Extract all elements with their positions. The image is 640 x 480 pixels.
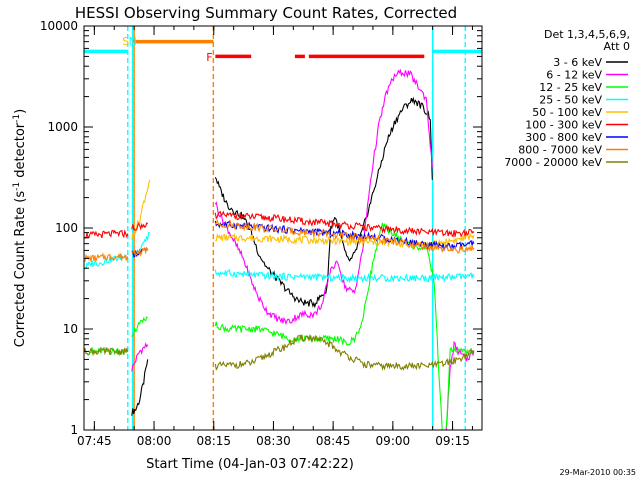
series-line-0-0 [131, 359, 149, 416]
annotation-s: S [122, 35, 129, 48]
series-line-7-1 [131, 246, 149, 257]
legend-label-8: 7000 - 20000 keV [504, 156, 602, 169]
x-tick-label-3: 08:30 [256, 434, 291, 448]
series-line-1-1 [214, 68, 433, 326]
legend-header-1: Att 0 [604, 40, 630, 53]
legend-label-2: 12 - 25 keV [539, 81, 602, 94]
series-line-8-1 [214, 333, 475, 371]
x-tick-label-5: 09:00 [376, 434, 411, 448]
series-line-5-1 [131, 222, 149, 232]
y-tick-label-3: 1000 [47, 120, 78, 134]
series-line-5-0 [83, 228, 129, 239]
series-line-5-2 [214, 210, 475, 238]
legend-label-6: 300 - 800 keV [525, 131, 602, 144]
x-tick-label-6: 09:15 [435, 434, 470, 448]
series-line-4-1 [215, 232, 475, 249]
legend-label-4: 50 - 100 keV [532, 106, 602, 119]
y-tick-label-4: 10000 [40, 19, 78, 33]
legend-label-3: 25 - 50 keV [539, 94, 602, 107]
x-tick-label-1: 08:00 [137, 434, 172, 448]
legend-label-7: 800 - 7000 keV [518, 144, 602, 157]
y-tick-label-0: 1 [70, 423, 78, 437]
series-line-4-0 [131, 179, 151, 240]
footer-date: 29-Mar-2010 00:35 [560, 468, 637, 477]
legend-header-0: Det 1,3,4,5,6,9, [544, 28, 630, 41]
series-line-6-1 [214, 220, 475, 252]
chart-title: HESSI Observing Summary Count Rates, Cor… [75, 4, 457, 22]
x-axis-label: Start Time (04-Jan-03 07:42:22) [146, 457, 354, 472]
annotation-n: N [128, 35, 136, 48]
x-tick-label-0: 07:45 [77, 434, 112, 448]
series-line-2-3 [445, 346, 475, 429]
legend-label-1: 6 - 12 keV [546, 69, 602, 82]
series-line-2-1 [131, 316, 148, 338]
legend-label-5: 100 - 300 keV [525, 119, 602, 132]
y-tick-label-2: 100 [55, 221, 78, 235]
series-line-7-0 [83, 252, 129, 262]
legend-label-0: 3 - 6 keV [553, 56, 602, 69]
series-line-8-0 [83, 346, 129, 357]
y-axis-label: Corrected Count Rate (s-1 detector-1) [12, 109, 28, 347]
x-tick-label-4: 08:45 [316, 434, 351, 448]
series-line-1-2 [445, 340, 475, 431]
series-line-3-2 [214, 268, 475, 284]
y-tick-label-1: 10 [63, 322, 78, 336]
series-line-7-2 [214, 219, 475, 254]
x-tick-label-2: 08:15 [196, 434, 231, 448]
series-line-1-0 [131, 342, 149, 372]
annotation-f: F [206, 51, 212, 64]
